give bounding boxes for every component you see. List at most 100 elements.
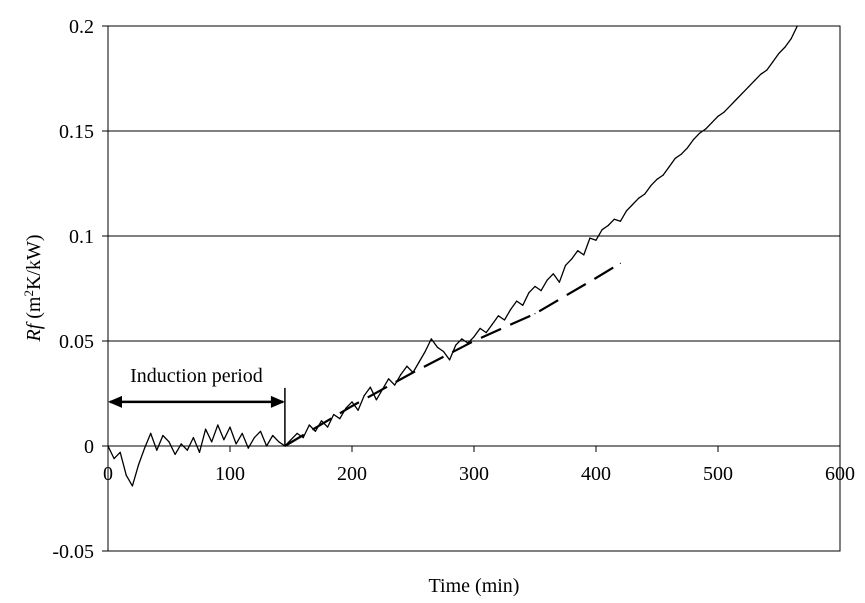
data-point	[485, 332, 487, 334]
data-point	[705, 128, 707, 130]
data-point	[595, 277, 597, 279]
data-point	[741, 92, 744, 94]
data-point	[632, 203, 634, 206]
series-layer	[108, 26, 798, 487]
data-point	[552, 273, 554, 275]
data-point	[247, 447, 249, 449]
plot-area	[107, 25, 841, 552]
data-point	[583, 254, 585, 256]
data-point	[455, 344, 457, 346]
data-point	[430, 338, 432, 340]
data-point	[272, 434, 274, 437]
data-point	[510, 308, 512, 311]
data-point	[259, 430, 262, 432]
data-point	[296, 432, 298, 434]
x-tick-label: 200	[337, 463, 367, 485]
data-point	[412, 371, 414, 374]
data-point	[558, 281, 561, 283]
data-point	[394, 384, 396, 386]
data-point	[235, 443, 237, 445]
data-point	[540, 290, 542, 292]
data-point	[656, 178, 658, 180]
y-axis: -0.05 0 0.05 0.1 0.15 0.2	[52, 16, 108, 563]
data-point	[461, 338, 463, 340]
y-axis-title-suffix: K/kW)	[23, 234, 45, 290]
data-point	[638, 197, 640, 199]
data-point	[625, 210, 628, 212]
data-point	[168, 441, 170, 443]
data-point	[205, 428, 207, 430]
data-point	[662, 174, 664, 176]
data-point	[418, 361, 420, 363]
data-point	[601, 229, 603, 231]
x-tick-label: 600	[825, 463, 855, 485]
data-point	[339, 418, 341, 420]
data-point	[314, 430, 316, 432]
data-point	[516, 300, 518, 302]
data-point	[717, 115, 719, 117]
data-point	[680, 153, 683, 155]
data-point	[302, 437, 304, 439]
data-point	[644, 193, 646, 195]
data-point	[473, 336, 475, 338]
data-point	[424, 350, 426, 353]
data-point	[729, 105, 731, 107]
data-point	[119, 451, 121, 453]
data-point	[607, 224, 609, 227]
data-point	[241, 432, 243, 434]
x-tick-label: 400	[581, 463, 611, 485]
arrowhead-left	[108, 395, 122, 408]
data-point	[491, 323, 493, 325]
data-point	[333, 413, 335, 416]
data-point	[449, 359, 451, 361]
data-point	[534, 285, 536, 287]
y-tick-label: 0.2	[69, 16, 94, 38]
data-point	[108, 445, 109, 447]
data-point	[327, 426, 329, 428]
data-point	[442, 350, 445, 353]
data-point	[497, 315, 499, 317]
data-point	[253, 437, 255, 439]
data-point	[278, 441, 280, 443]
data-point	[125, 474, 127, 476]
data-point	[131, 485, 133, 487]
y-tick-label: 0.1	[69, 226, 94, 248]
x-tick-label: 0	[103, 463, 113, 485]
y-axis-title-symbol: Rf	[23, 321, 45, 342]
data-point	[754, 80, 756, 82]
data-point	[479, 327, 481, 329]
data-point	[473, 340, 475, 342]
data-point	[503, 319, 506, 321]
data-point	[522, 304, 524, 306]
data-point	[723, 111, 725, 113]
data-point	[137, 464, 140, 466]
data-point	[699, 132, 701, 134]
arrowhead-right	[270, 395, 285, 408]
x-axis: 0 100 200 300 400 500 600	[103, 445, 855, 485]
data-point	[619, 220, 622, 222]
y-axis-title-sup: 2	[21, 290, 36, 297]
data-point	[198, 451, 201, 453]
data-point	[229, 426, 231, 428]
data-point	[363, 395, 365, 397]
data-point	[144, 447, 146, 449]
data-point	[174, 453, 176, 455]
data-point	[668, 166, 670, 168]
data-point	[223, 439, 225, 441]
data-point	[180, 443, 182, 445]
x-tick-label: 100	[215, 463, 245, 485]
data-point	[388, 378, 390, 380]
data-point	[351, 401, 353, 403]
data-point	[711, 122, 713, 124]
data-point	[162, 434, 164, 437]
data-point	[766, 69, 768, 71]
y-tick-label: 0	[84, 436, 94, 458]
data-point	[113, 458, 115, 460]
data-point	[790, 38, 792, 40]
data-point	[400, 374, 402, 376]
data-point	[217, 424, 219, 426]
x-tick-label: 500	[703, 463, 733, 485]
data-point	[406, 365, 408, 367]
data-point	[760, 73, 762, 75]
data-point	[650, 185, 652, 187]
